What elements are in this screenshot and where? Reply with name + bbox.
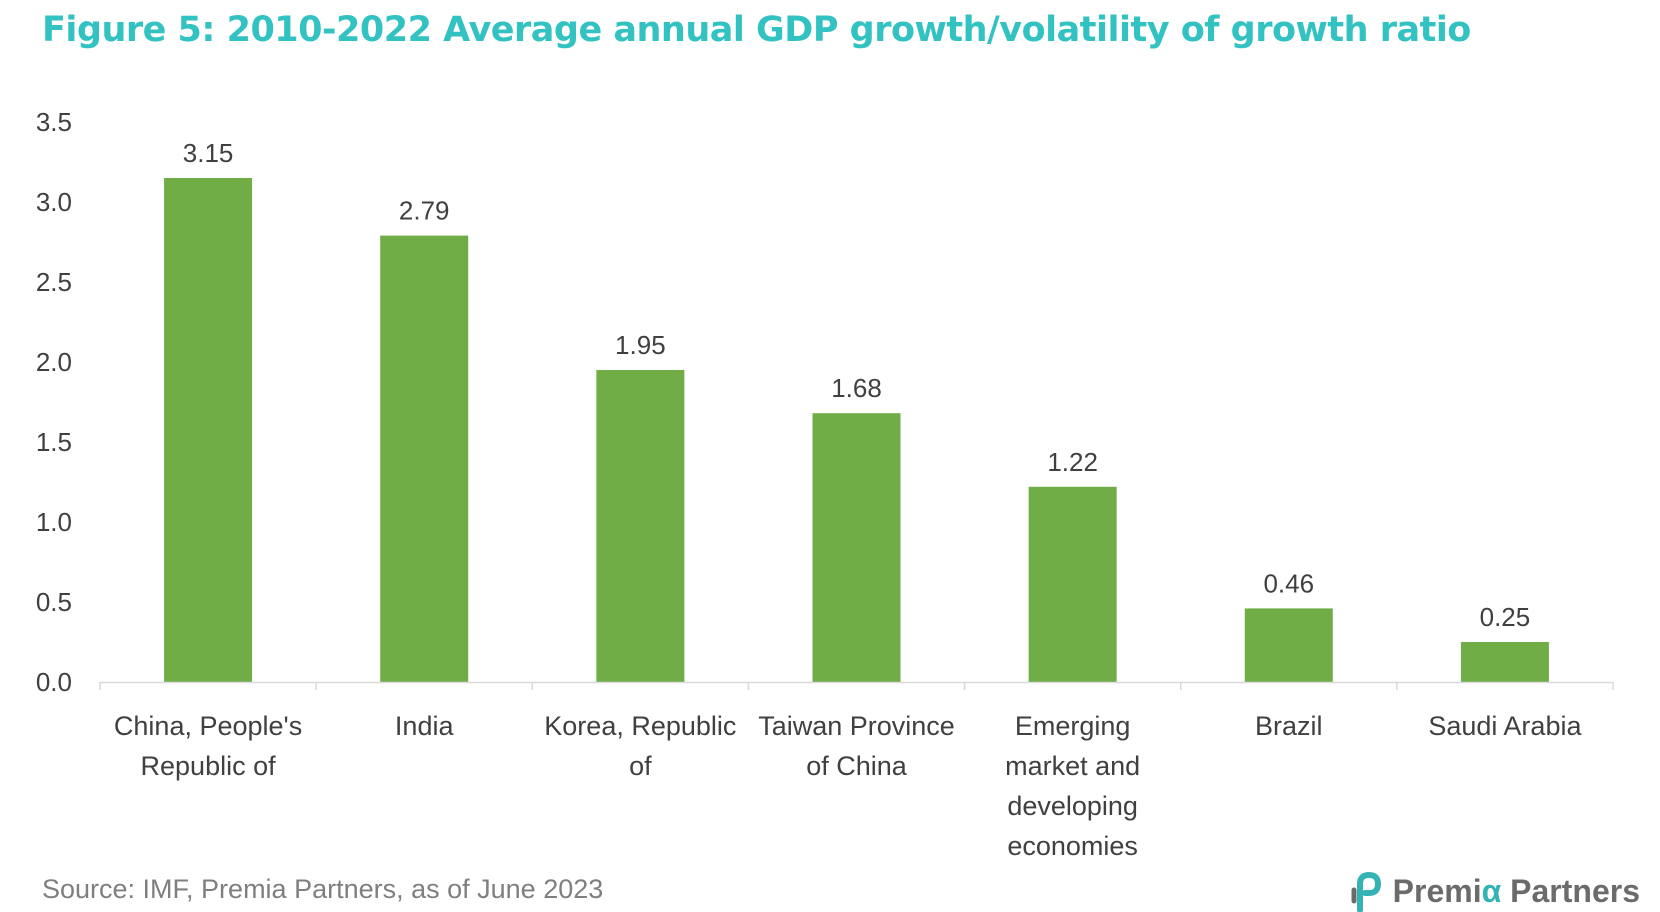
logo-suffix: Partners [1501, 872, 1640, 909]
x-tick-label: Saudi Arabia [1397, 706, 1613, 746]
y-tick-label: 0.5 [36, 587, 72, 617]
x-tick-label: Korea, Republic of [532, 706, 748, 786]
logo-text: Premiα Partners [1393, 873, 1640, 910]
bar-series [164, 178, 1549, 682]
chart-title: Figure 5: 2010-2022 Average annual GDP g… [42, 10, 1471, 50]
source-note: Source: IMF, Premia Partners, as of June… [42, 874, 604, 904]
x-tick-label-line: Brazil [1255, 711, 1323, 741]
data-label: 1.68 [831, 373, 882, 403]
x-tick-label-line: Saudi Arabia [1428, 711, 1582, 741]
x-tick-label-line: India [394, 711, 454, 741]
data-label: 0.25 [1480, 602, 1531, 632]
bar [1460, 642, 1549, 682]
y-tick-label: 0.0 [36, 667, 72, 697]
x-tick-label-line: of [629, 751, 652, 781]
x-tick-label-line: market and [1005, 751, 1141, 781]
bar [164, 178, 253, 682]
x-tick-label: Emerging market and developing economies [965, 706, 1181, 866]
y-tick-label: 3.5 [36, 107, 72, 137]
x-tick-label: Brazil [1181, 706, 1397, 746]
bar [1244, 608, 1333, 682]
x-tick-label-line: China, People's [113, 711, 303, 741]
y-tick-label: 2.0 [36, 347, 72, 377]
y-tick-label: 2.5 [36, 267, 72, 297]
bar [380, 235, 469, 682]
x-tick-label-line: of China [806, 751, 907, 781]
x-tick-label-line: Emerging [1014, 711, 1131, 741]
x-tick-label-line: Republic of [140, 751, 276, 781]
bar [1028, 486, 1117, 682]
y-tick-label: 3.0 [36, 187, 72, 217]
x-tick-label-line: Korea, Republic [544, 711, 737, 741]
y-tick-label: 1.5 [36, 427, 72, 457]
x-tick-label: India [316, 706, 532, 746]
bar [812, 413, 901, 682]
logo-prefix: Premi [1392, 872, 1482, 909]
x-tick-label-line: economies [1007, 831, 1138, 861]
x-tick-label-line: Taiwan Province [758, 711, 955, 741]
data-label: 1.22 [1047, 447, 1098, 477]
premia-logo-icon [1351, 871, 1381, 912]
y-axis: 0.0 0.5 1.0 1.5 2.0 2.5 3.0 3.5 [36, 107, 72, 697]
data-label: 2.79 [399, 196, 450, 226]
data-label: 1.95 [615, 330, 666, 360]
premia-partners-logo: Premiα Partners [1347, 870, 1640, 912]
data-label: 3.15 [183, 138, 234, 168]
logo-alpha: α [1481, 872, 1502, 909]
x-axis [99, 681, 1614, 690]
x-tick-label: China, People's Republic of [100, 706, 316, 786]
x-tick-label: Taiwan Province of China [749, 706, 965, 786]
data-label: 0.46 [1263, 568, 1314, 598]
x-tick-label-line: developing [1007, 791, 1138, 821]
bar [596, 370, 685, 682]
data-labels: 3.15 2.79 1.95 1.68 1.22 0.46 0.25 [183, 138, 1530, 632]
y-tick-label: 1.0 [36, 507, 72, 537]
